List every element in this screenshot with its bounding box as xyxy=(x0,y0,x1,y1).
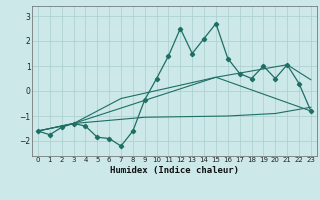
X-axis label: Humidex (Indice chaleur): Humidex (Indice chaleur) xyxy=(110,166,239,175)
